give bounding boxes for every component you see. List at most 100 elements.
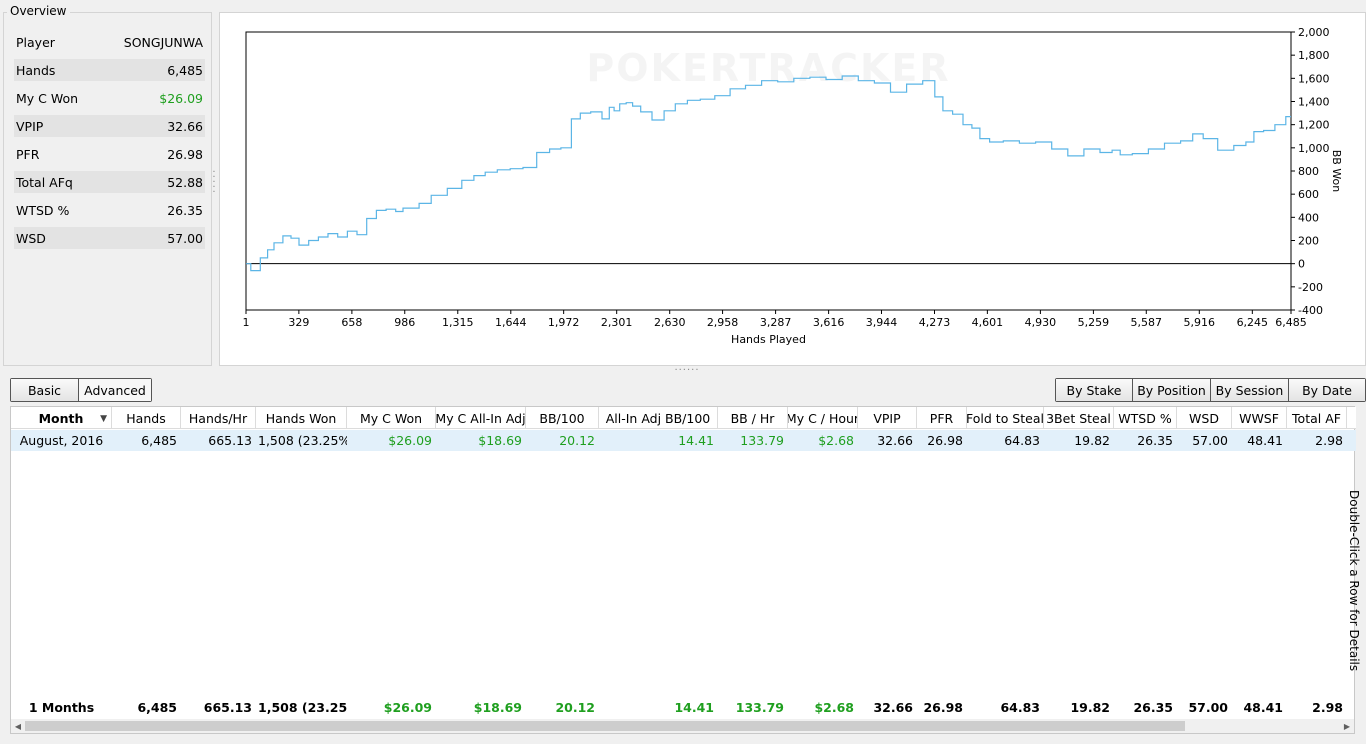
column-header-hands[interactable]: Hands [112, 407, 181, 429]
column-header-label: WWSF [1239, 410, 1279, 426]
column-header-label: Month [38, 410, 84, 426]
x-tick-label: 2,301 [601, 316, 633, 329]
x-tick-label: 3,287 [760, 316, 792, 329]
overview-value: 57.00 [167, 230, 203, 246]
table-cell: 19.82 [1074, 433, 1110, 448]
column-header-hands-won[interactable]: Hands Won [256, 407, 347, 429]
column-header-label: My C / Hour [788, 410, 858, 426]
x-tick-label: 658 [341, 316, 362, 329]
table-cell: 57.00 [1188, 700, 1228, 715]
overview-value: 52.88 [167, 174, 203, 190]
overview-label: My C Won [16, 90, 79, 106]
table-cell: $2.68 [814, 700, 854, 715]
overview-value: 26.98 [167, 146, 203, 162]
group-button-by-session[interactable]: By Session [1211, 379, 1289, 401]
table-cell: $26.09 [388, 433, 432, 448]
column-header-label: WSD [1189, 410, 1219, 426]
column-header-fold-to-steal[interactable]: Fold to Steal [967, 407, 1044, 429]
y-axis-label: BB Won [1330, 150, 1343, 193]
column-header-bb-hr[interactable]: BB / Hr [718, 407, 788, 429]
group-by-toggle-group: By Stake By Position By Session By Date [1055, 378, 1366, 402]
group-button-by-stake[interactable]: By Stake [1056, 379, 1133, 401]
overview-row: VPIP 32.66 [14, 115, 205, 137]
column-header-label: Hands/Hr [188, 410, 248, 426]
overview-label: Total AFq [16, 174, 73, 190]
x-tick-label: 5,259 [1078, 316, 1110, 329]
column-header-my-c-hour[interactable]: My C / Hour [788, 407, 858, 429]
y-tick-label: 2,000 [1298, 26, 1330, 39]
table-cell: 26.35 [1133, 700, 1173, 715]
y-tick-label: 0 [1298, 258, 1305, 271]
table-cell: 14.41 [678, 433, 714, 448]
table-row[interactable]: August, 2016 6,485 665.13 1,508 (23.25%) $26… [11, 430, 1356, 451]
overview-row: WSD 57.00 [14, 227, 205, 249]
table-cell: 20.12 [555, 700, 595, 715]
scroll-right-arrow-icon[interactable]: ▶ [1343, 721, 1351, 731]
column-header-label: Hands [126, 410, 166, 426]
column-header-wwsf[interactable]: WWSF [1232, 407, 1287, 429]
column-header-vpip[interactable]: VPIP [858, 407, 917, 429]
group-button-by-position[interactable]: By Position [1133, 379, 1211, 401]
view-button-advanced[interactable]: Advanced [79, 379, 151, 401]
overview-value: 6,485 [167, 62, 203, 78]
watermark-logo: POKERTRACKER [586, 46, 950, 90]
x-tick-label: 5,916 [1184, 316, 1216, 329]
y-tick-label: -400 [1298, 304, 1323, 317]
view-toggle-group: Basic Advanced [10, 378, 152, 402]
column-header-my-c-won[interactable]: My C Won [347, 407, 436, 429]
column-header-label: PFR [929, 410, 954, 426]
column-header-month[interactable]: Month ▼ [11, 407, 112, 429]
column-header-hands-hr[interactable]: Hands/Hr [181, 407, 256, 429]
column-header-wtsd[interactable]: WTSD % [1114, 407, 1177, 429]
column-header-all-in-adj-bb-100[interactable]: All-In Adj BB/100 [599, 407, 718, 429]
x-tick-label: 3,944 [866, 316, 898, 329]
x-tick-label: 2,958 [707, 316, 739, 329]
table-cell: 1 Months [28, 700, 95, 715]
table-cell: 32.66 [873, 700, 913, 715]
table-cell: 6,485 [141, 433, 177, 448]
column-header-label: Total AF [1292, 410, 1341, 426]
table-cell: 665.13 [203, 700, 252, 715]
overview-row: Hands 6,485 [14, 59, 205, 81]
column-header-bb-100[interactable]: BB/100 [526, 407, 599, 429]
column-header-my-c-all-in-adj[interactable]: My C All-In Adj [436, 407, 526, 429]
column-header-label: My C All-In Adj [436, 410, 526, 426]
overview-value: 32.66 [167, 118, 203, 134]
group-button-by-date[interactable]: By Date [1289, 379, 1365, 401]
table-cell: 57.00 [1192, 433, 1228, 448]
view-button-basic[interactable]: Basic [11, 379, 79, 401]
table-totals-row[interactable]: 1 Months 6,485 665.13 1,508 (23.25%) $26.09 $… [11, 697, 1356, 718]
overview-label: WSD [16, 230, 46, 246]
column-header-pfr[interactable]: PFR [917, 407, 967, 429]
overview-row: WTSD % 26.35 [14, 199, 205, 221]
horizontal-scrollbar[interactable]: ◀ ▶ [11, 719, 1354, 733]
winnings-graph: POKERTRACKER 2,000 1,800 1,600 1,400 1,200 1,0… [243, 26, 1344, 346]
table-cell: 2.98 [1315, 433, 1343, 448]
x-axis-label: Hands Played [731, 333, 806, 346]
overview-row: Total AFq 52.88 [14, 171, 205, 193]
table-cell: 48.41 [1247, 433, 1283, 448]
table-header: Month ▼ Hands Hands/Hr Hands Won My C Won My C… [11, 407, 1356, 429]
column-header-total-af[interactable]: Total AF [1287, 407, 1347, 429]
table-cell: 14.41 [674, 700, 714, 715]
table-cell: 26.98 [927, 433, 963, 448]
overview-value: 26.35 [167, 202, 203, 218]
overview-value: $26.09 [159, 90, 203, 106]
table-cell: 665.13 [208, 433, 252, 448]
table-cell: 6,485 [137, 700, 177, 715]
y-tick-label: 1,800 [1298, 49, 1330, 62]
column-header-3bet-steal[interactable]: 3Bet Steal [1044, 407, 1114, 429]
table-cell: 64.83 [1004, 433, 1040, 448]
table-cell: $18.69 [478, 433, 522, 448]
overview-label: Player [16, 34, 55, 50]
column-header-label: WTSD % [1118, 410, 1172, 426]
horizontal-splitter-handle[interactable]: ······ [674, 365, 700, 376]
scrollbar-thumb[interactable] [25, 721, 1185, 731]
vertical-splitter-handle[interactable]: · · · · · [212, 167, 216, 198]
table-cell: 19.82 [1070, 700, 1110, 715]
column-header-label: VPIP [873, 410, 901, 426]
x-tick-label: 5,587 [1131, 316, 1163, 329]
scroll-left-arrow-icon[interactable]: ◀ [14, 721, 22, 731]
column-header-wsd[interactable]: WSD [1177, 407, 1232, 429]
column-header-label: Hands Won [265, 410, 337, 426]
